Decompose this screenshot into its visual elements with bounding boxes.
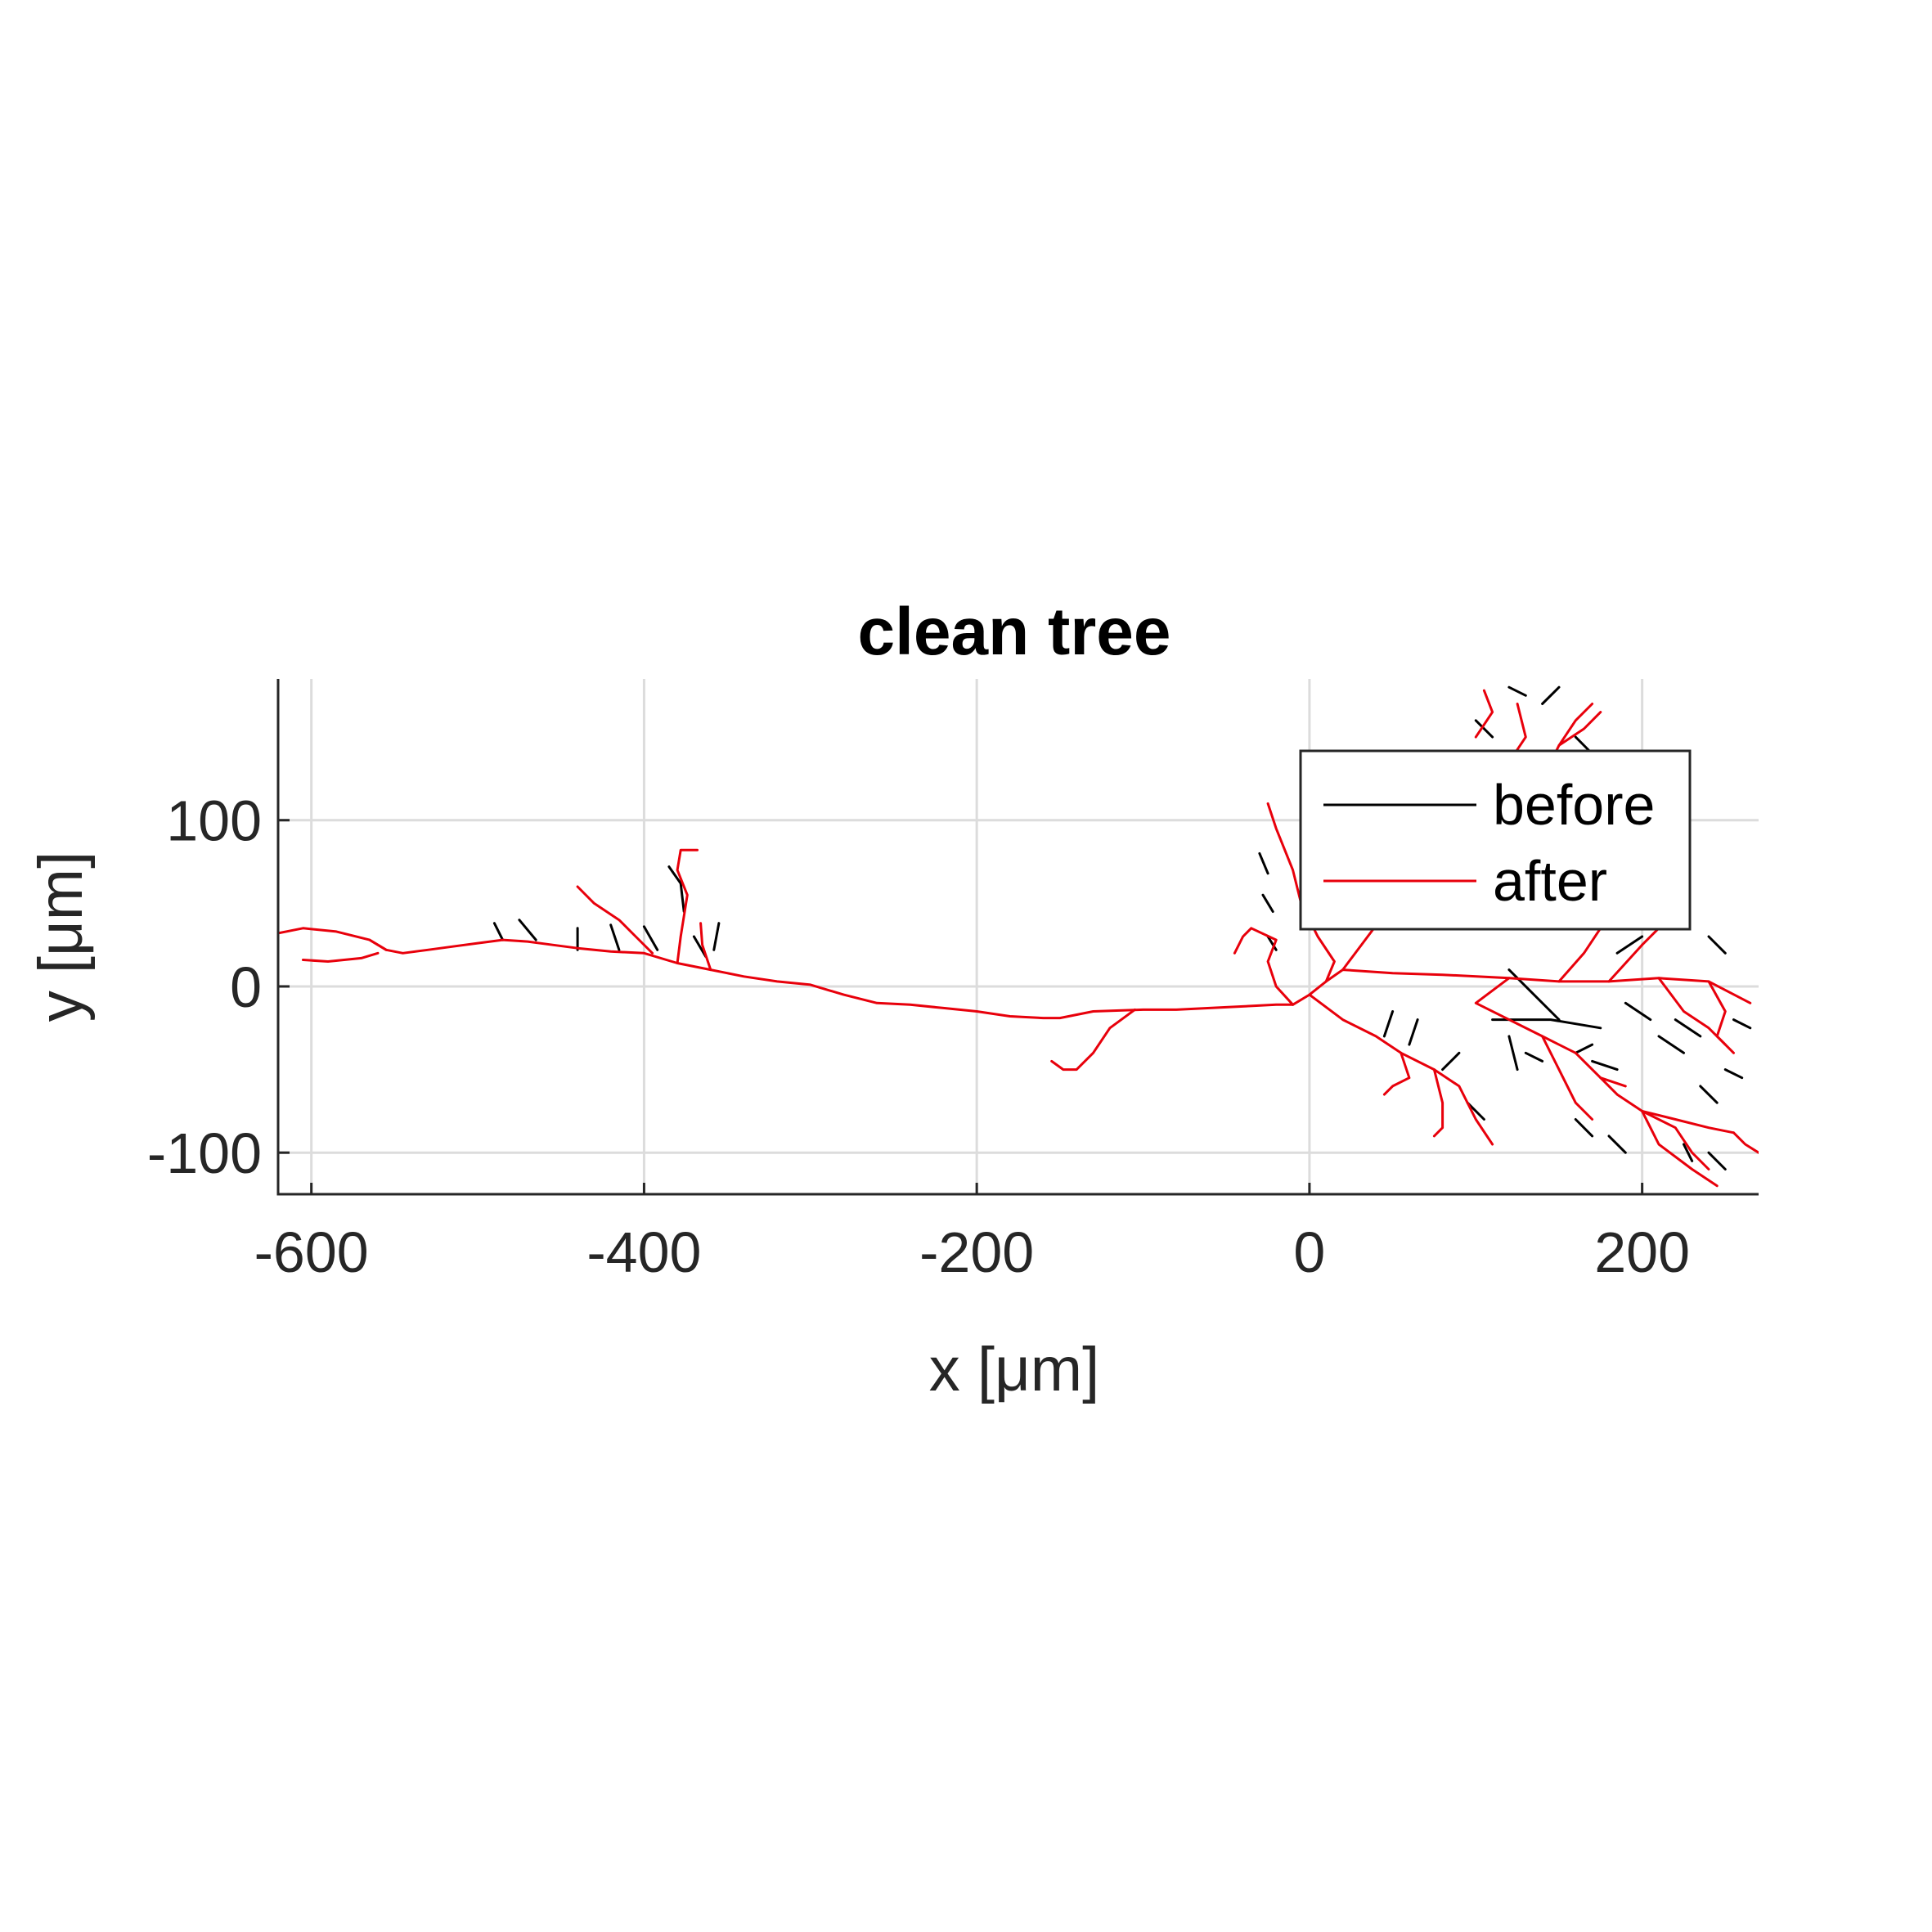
series-after-branch: [1474, 689, 1494, 739]
series-after-branch: [1599, 1076, 1735, 1134]
x-tick-label: -600: [254, 1220, 369, 1284]
y-axis-label: y [μm]: [26, 851, 96, 1022]
series-after-branch: [1641, 1109, 1719, 1188]
y-tick-label: -100: [147, 1121, 262, 1185]
x-tick-label: -400: [586, 1220, 701, 1284]
series-after-branch: [699, 922, 712, 972]
x-tick-label: 0: [1293, 1220, 1325, 1284]
legend-label-before: before: [1493, 773, 1655, 837]
series-after-branch: [576, 885, 654, 955]
axes: [276, 679, 1759, 1196]
series-after-branch: [1474, 977, 1627, 1088]
series-before-branch: [492, 922, 505, 941]
series-before-branch: [1491, 1018, 1602, 1030]
series-before-branch: [1574, 1118, 1594, 1138]
series-before-branch: [1624, 1001, 1652, 1022]
series-before-branch: [1707, 1151, 1727, 1170]
series-before-branch: [1732, 1018, 1752, 1030]
x-axis-label: x [μm]: [929, 1335, 1099, 1404]
series-before-branch: [1466, 1101, 1485, 1121]
series-before-branch: [667, 865, 685, 913]
series-before-branch: [642, 925, 659, 951]
legend: before after: [1299, 749, 1692, 931]
series-before-branch: [1723, 1068, 1744, 1080]
legend-box: [1299, 749, 1692, 931]
series-after-branch: [1657, 977, 1727, 1046]
series-before-branch: [1657, 1035, 1685, 1054]
y-tick-label: 100: [166, 789, 262, 853]
series-after-branch: [1050, 1008, 1136, 1072]
series-before-branch: [1707, 935, 1727, 955]
series-after-branch: [1541, 1035, 1594, 1121]
series-before-branch: [1408, 1018, 1419, 1046]
series-after-branch: [302, 951, 380, 963]
series-before-branch: [1261, 893, 1274, 913]
series-before-branch: [1507, 1035, 1519, 1072]
series-before-branch: [1574, 1043, 1594, 1054]
series-before-branch: [1615, 935, 1644, 955]
series-before-branch: [1441, 1051, 1461, 1072]
series-before-branch: [1699, 1085, 1719, 1104]
series-before-branch: [1607, 1134, 1627, 1154]
axis-box: [276, 679, 1759, 1196]
legend-label-after: after: [1493, 849, 1607, 913]
series-before-branch: [1266, 935, 1278, 951]
y-tick-label: 0: [230, 955, 262, 1019]
series-after-branch: [1641, 1109, 1710, 1170]
x-tick-label: 200: [1594, 1220, 1690, 1284]
series-after-branch: [1382, 1051, 1411, 1096]
series-after-branch: [1732, 1131, 1759, 1154]
series-after-branch: [1308, 993, 1494, 1146]
series-after-branch: [278, 927, 1752, 1020]
series-before-branch: [692, 935, 708, 958]
series-before-branch: [1674, 1018, 1702, 1038]
series-after-branch: [1233, 927, 1295, 1006]
series-before-branch: [1382, 1010, 1395, 1038]
series-before-branch: [1474, 719, 1494, 739]
series-before-branch: [1683, 1143, 1694, 1162]
x-tick-label: -200: [919, 1220, 1034, 1284]
series-after-branch: [1557, 711, 1602, 747]
chart-title: clean tree: [858, 595, 1171, 669]
series-before-branch: [1591, 1059, 1619, 1072]
series-before-branch: [1258, 851, 1269, 875]
series-before-branch: [712, 922, 721, 951]
series-before-branch: [518, 919, 537, 941]
series-after-branch: [1432, 1068, 1445, 1138]
series-before-branch: [1507, 685, 1527, 697]
series-before-branch: [1541, 685, 1561, 705]
series-before-branch: [1524, 1051, 1544, 1063]
series-after-branch: [676, 848, 699, 964]
tick-labels: -600 -400 -200 0 200 -100 0 100: [147, 789, 1690, 1284]
series-before-branch: [609, 923, 621, 951]
series-after-branch: [368, 938, 388, 951]
